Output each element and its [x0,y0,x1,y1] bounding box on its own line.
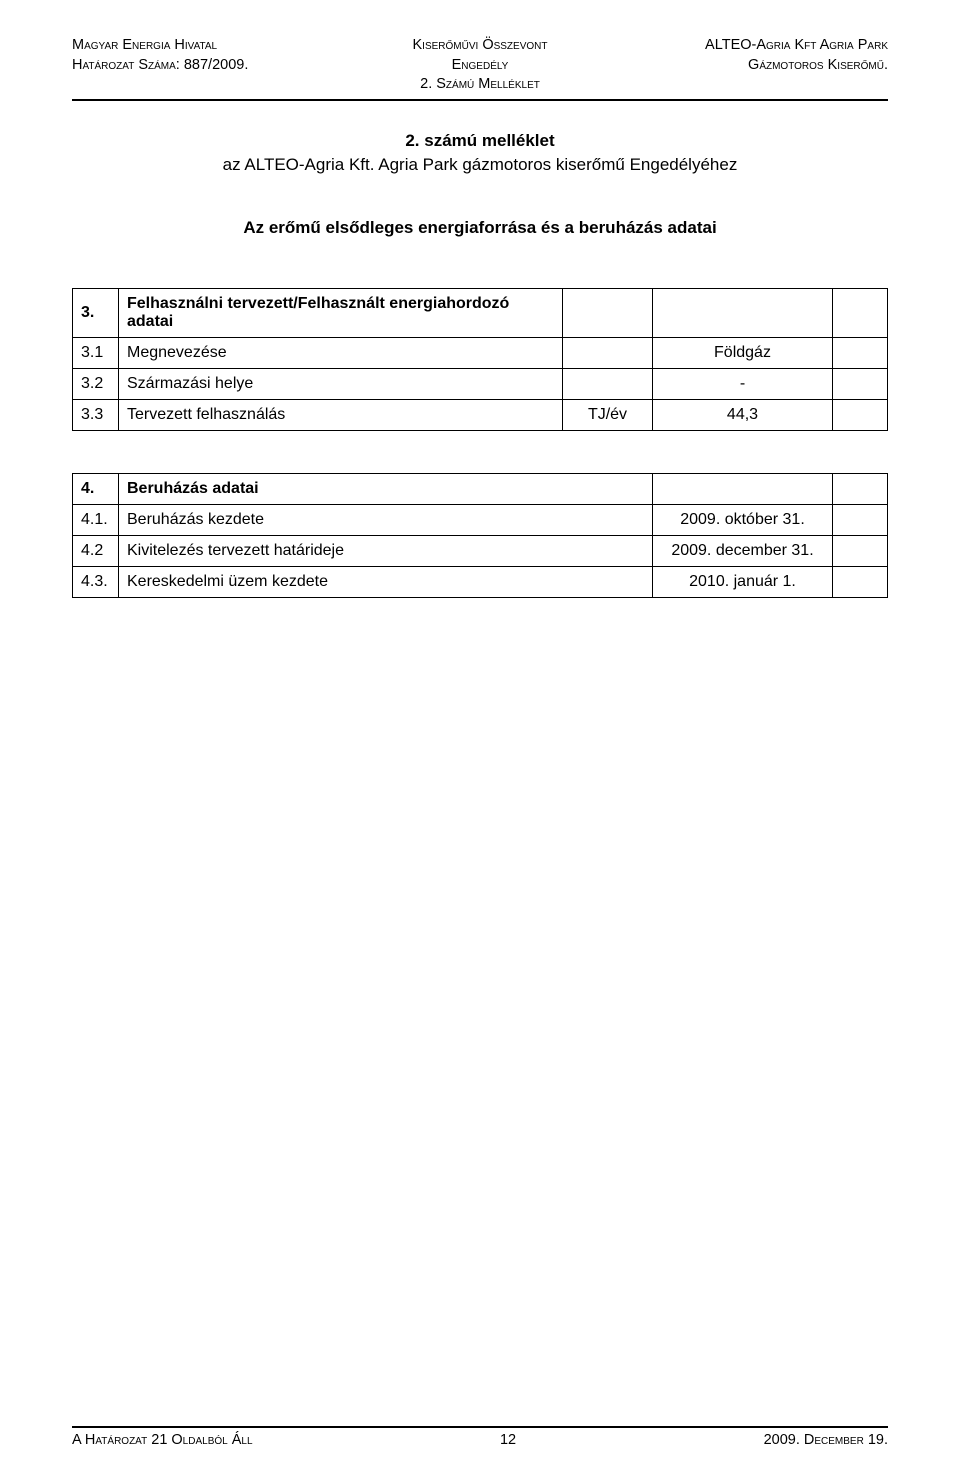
header-center-line2: Engedély [344,56,616,76]
page-header: Magyar Energia Hivatal Határozat Száma: … [72,36,888,95]
header-left: Magyar Energia Hivatal Határozat Száma: … [72,36,344,95]
header-right-line1: ALTEO-Agria Kft Agria Park [616,36,888,56]
cell-desc: Kivitelezés tervezett határideje [119,535,653,566]
header-right-line2: Gázmotoros Kiserőmű. [616,56,888,76]
cell-num: 4.2 [73,535,119,566]
cell-desc: Megnevezése [119,337,563,368]
cell-extra [833,473,888,504]
cell-extra [833,368,888,399]
header-center-line3: 2. Számú Melléklet [344,75,616,95]
cell-val: 2009. október 31. [653,504,833,535]
title-block: 2. számú melléklet az ALTEO-Agria Kft. A… [72,129,888,178]
cell-unit [563,288,653,337]
cell-extra [833,288,888,337]
table-row: 3.2 Származási helye - [73,368,888,399]
cell-num: 3.3 [73,399,119,430]
cell-num: 4.1. [73,504,119,535]
table-row: 3. Felhasználni tervezett/Felhasznált en… [73,288,888,337]
cell-desc: Tervezett felhasználás [119,399,563,430]
cell-unit [563,337,653,368]
table-row: 3.3 Tervezett felhasználás TJ/év 44,3 [73,399,888,430]
cell-desc: Beruházás adatai [119,473,653,504]
cell-num: 3.1 [73,337,119,368]
cell-num: 4.3. [73,566,119,597]
header-center-line1: Kiserőművi Összevont [344,36,616,56]
table-row: 4. Beruházás adatai [73,473,888,504]
cell-num: 3.2 [73,368,119,399]
table-3: 3. Felhasználni tervezett/Felhasznált en… [72,288,888,431]
cell-val [653,473,833,504]
header-left-line2: Határozat Száma: 887/2009. [72,56,344,76]
cell-num: 4. [73,473,119,504]
title-line2: az ALTEO-Agria Kft. Agria Park gázmotoro… [72,153,888,178]
footer-right: 2009. December 19. [764,1432,888,1448]
header-left-line1: Magyar Energia Hivatal [72,36,344,56]
table-4: 4. Beruházás adatai 4.1. Beruházás kezde… [72,473,888,598]
subtitle: Az erőmű elsődleges energiaforrása és a … [72,218,888,238]
page-number: 12 [500,1432,516,1448]
header-center: Kiserőművi Összevont Engedély 2. Számú M… [344,36,616,95]
table-row: 3.1 Megnevezése Földgáz [73,337,888,368]
cell-val: 2009. december 31. [653,535,833,566]
footer-left: A Határozat 21 Oldalból Áll [72,1432,253,1448]
cell-extra [833,399,888,430]
cell-val [653,288,833,337]
table-row: 4.2 Kivitelezés tervezett határideje 200… [73,535,888,566]
cell-desc: Beruházás kezdete [119,504,653,535]
cell-extra [833,566,888,597]
cell-val: Földgáz [653,337,833,368]
cell-desc: Felhasználni tervezett/Felhasznált energ… [119,288,563,337]
cell-unit: TJ/év [563,399,653,430]
cell-val: - [653,368,833,399]
cell-val: 2010. január 1. [653,566,833,597]
cell-desc: Származási helye [119,368,563,399]
page-footer: A Határozat 21 Oldalból Áll 12 2009. Dec… [72,1426,888,1448]
cell-extra [833,337,888,368]
cell-val: 44,3 [653,399,833,430]
cell-extra [833,535,888,566]
footer-rule [72,1426,888,1428]
header-rule [72,99,888,101]
cell-unit [563,368,653,399]
table-row: 4.1. Beruházás kezdete 2009. október 31. [73,504,888,535]
cell-num: 3. [73,288,119,337]
header-right: ALTEO-Agria Kft Agria Park Gázmotoros Ki… [616,36,888,95]
cell-extra [833,504,888,535]
table-row: 4.3. Kereskedelmi üzem kezdete 2010. jan… [73,566,888,597]
cell-desc: Kereskedelmi üzem kezdete [119,566,653,597]
title-line1: 2. számú melléklet [72,129,888,154]
